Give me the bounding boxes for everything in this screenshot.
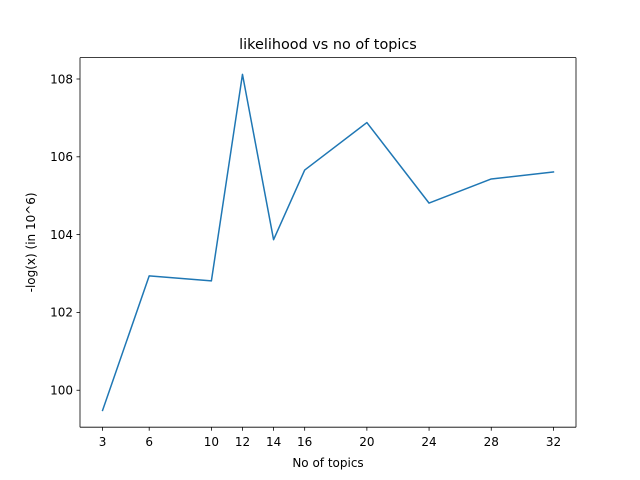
y-ticks: 100 102 104 106 108 xyxy=(50,72,80,398)
chart-title: likelihood vs no of topics xyxy=(239,37,417,53)
y-axis-title: -log(x) (in 10^6) xyxy=(24,192,38,292)
x-tick-label: 28 xyxy=(484,435,499,449)
x-tick-label: 12 xyxy=(235,435,250,449)
y-tick-label: 102 xyxy=(50,306,73,320)
y-tick-label: 108 xyxy=(50,72,73,86)
x-axis-title: No of topics xyxy=(292,456,363,470)
plot-area xyxy=(80,57,576,428)
x-tick-label: 20 xyxy=(359,435,374,449)
x-tick-label: 10 xyxy=(204,435,219,449)
series-line-0 xyxy=(101,73,555,412)
x-tick-label: 24 xyxy=(421,435,436,449)
x-tick-label: 16 xyxy=(297,435,312,449)
x-tick-label: 14 xyxy=(266,435,281,449)
x-tick-label: 3 xyxy=(99,435,107,449)
y-tick-label: 100 xyxy=(50,384,73,398)
x-tick-label: 32 xyxy=(546,435,561,449)
series-layer xyxy=(101,73,555,412)
x-tick-label: 6 xyxy=(145,435,153,449)
plot-frame xyxy=(79,57,577,428)
y-tick-label: 106 xyxy=(50,150,73,164)
y-tick-label: 104 xyxy=(50,228,73,242)
x-ticks: 3 6 10 12 14 16 20 24 28 32 xyxy=(99,427,561,449)
